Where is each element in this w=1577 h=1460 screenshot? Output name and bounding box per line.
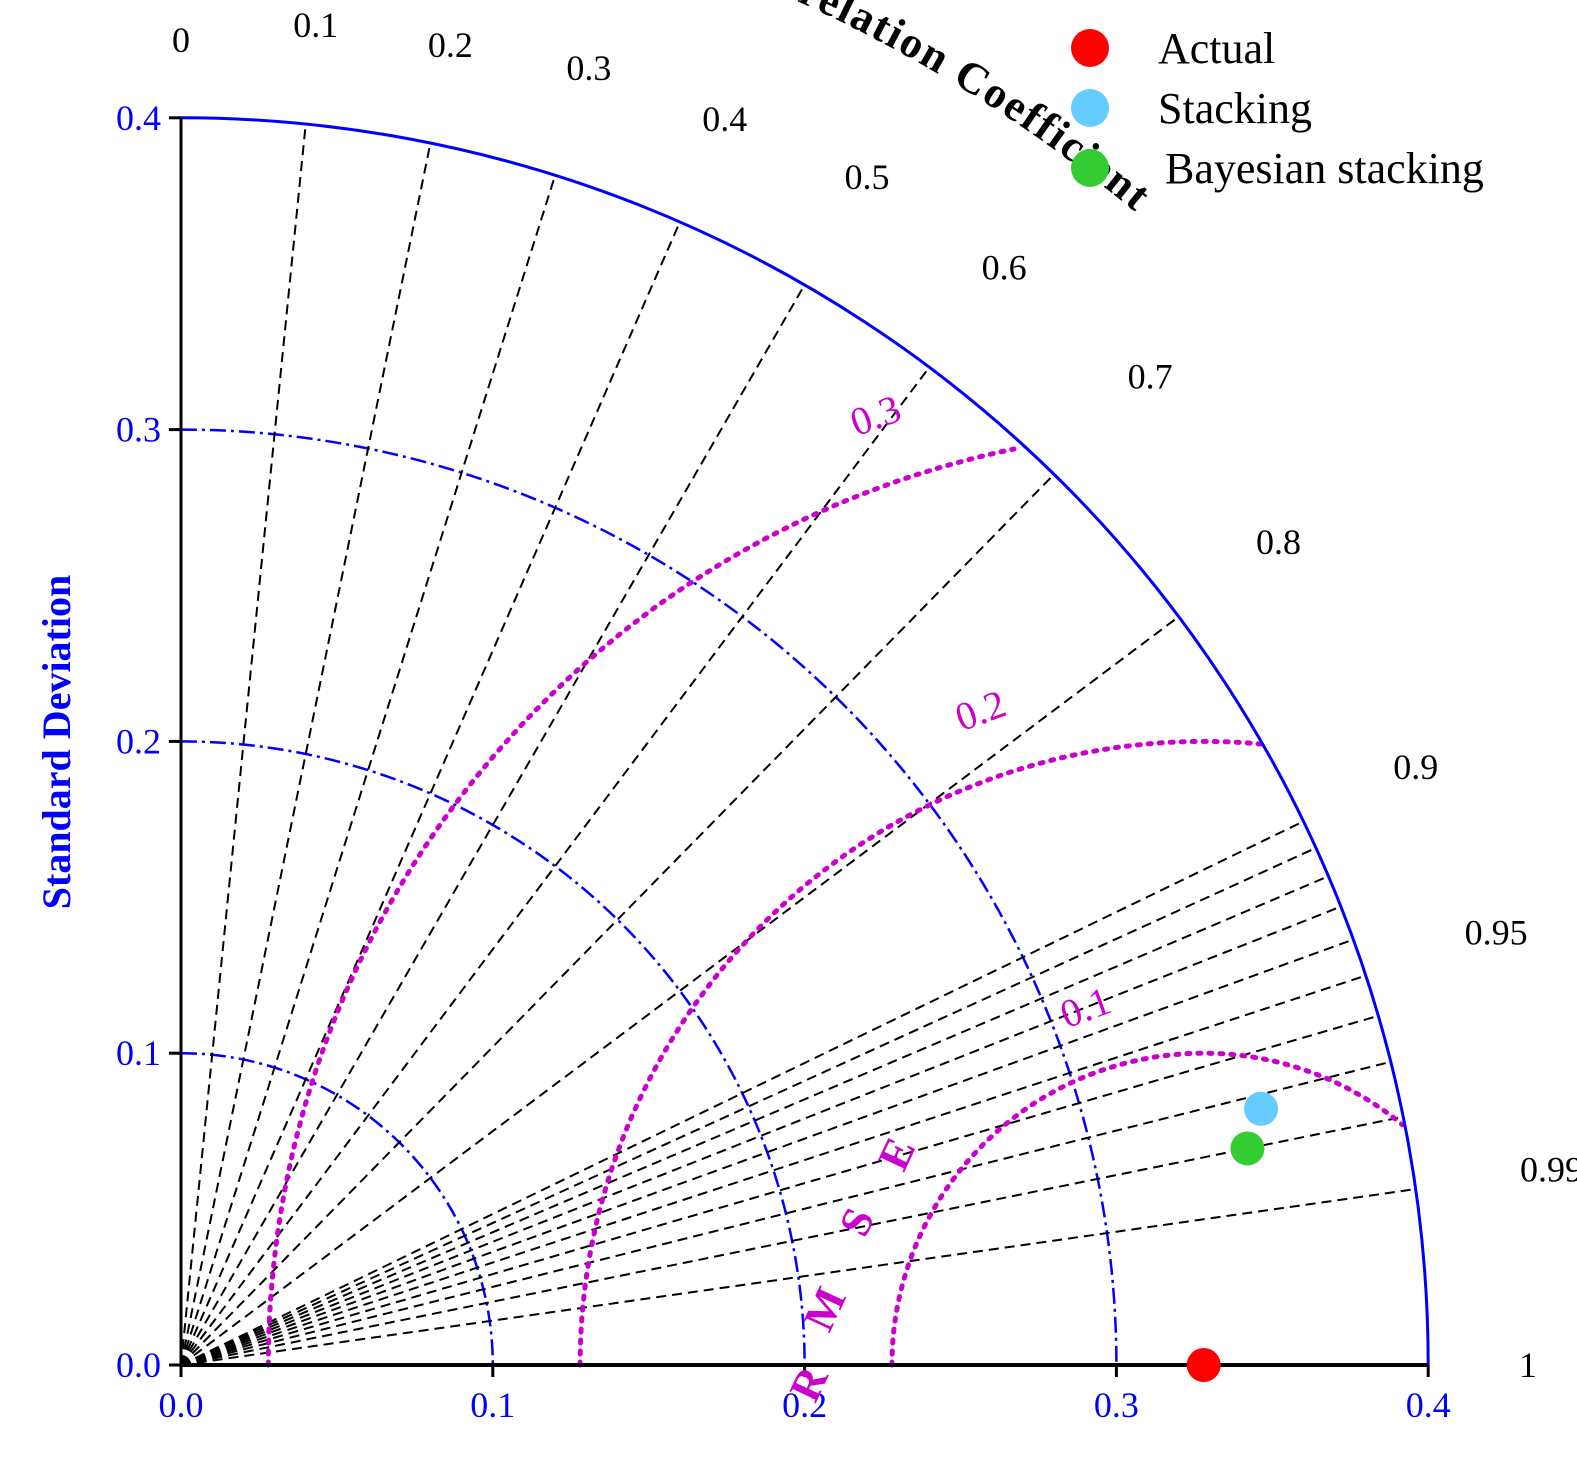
- corr-tick-label-0: 0: [172, 20, 190, 60]
- legend-label-bayesian-stacking: Bayesian stacking: [1165, 144, 1484, 193]
- corr-line-0-8: [180, 615, 1180, 1366]
- points-layer: [1186, 1091, 1279, 1382]
- corr-line-0-96: [180, 1014, 1379, 1366]
- point-bayesian-stacking: [1230, 1131, 1265, 1166]
- y-tick-label-0-2: 0.2: [116, 721, 161, 761]
- grid-layer: [180, 123, 1416, 1368]
- corr-line-0-95: [180, 974, 1367, 1366]
- corr-line-0-93: [180, 905, 1342, 1366]
- y-axis-title: Standard Deviation: [34, 575, 79, 910]
- corr-tick-label-0-7: 0.7: [1128, 356, 1173, 396]
- y-tick-label-0-3: 0.3: [116, 410, 161, 450]
- corr-tick-label-0-2: 0.2: [428, 25, 473, 65]
- x-tick-label-0-3: 0.3: [1094, 1385, 1139, 1425]
- corr-tick-label-0-99: 0.99: [1520, 1150, 1577, 1190]
- std-arc-0-3: [180, 428, 1118, 1366]
- axes-layer: [169, 116, 1430, 1377]
- rmse-contour-0-3: [265, 446, 1017, 1368]
- rmse-title-letter: E: [868, 1130, 925, 1177]
- std-arc-0-2: [180, 740, 806, 1366]
- x-tick-label-0-2: 0.2: [782, 1385, 827, 1425]
- rmse-label-0-2: 0.2: [949, 681, 1011, 740]
- labels-layer: 0.00.0 0.1 0.1 0.2 0.2 0.3 0.3 0.4 0.4 0 0.1 0.2 0.3…: [34, 0, 1577, 1425]
- corr-line-0-91: [180, 846, 1317, 1366]
- corr-tick-label-0-6: 0.6: [982, 247, 1027, 287]
- corr-line-0-6: [180, 366, 931, 1366]
- corr-tick-label-0-3: 0.3: [566, 48, 611, 88]
- x-tick-label-0-0: 0.0: [159, 1385, 204, 1425]
- y-tick-label-0-4: 0.4: [116, 98, 161, 138]
- corr-tick-label-0-1: 0.1: [293, 5, 338, 45]
- rmse-contour-0-2: [577, 738, 1265, 1368]
- corr-tick-label-0-4: 0.4: [702, 99, 747, 139]
- corr-tick-label-0-95: 0.95: [1465, 913, 1528, 953]
- x-tick-label-0-4: 0.4: [1406, 1385, 1451, 1425]
- y-tick-label-0-0: 0.0: [116, 1345, 161, 1385]
- corr-tick-label-0-9: 0.9: [1393, 747, 1438, 787]
- point-actual: [1186, 1348, 1221, 1382]
- x-tick-label-0-1: 0.1: [470, 1385, 515, 1425]
- legend-marker-actual: [1071, 29, 1109, 67]
- legend: Actual Stacking Bayesian stacking: [1071, 24, 1484, 193]
- rmse-label-0-3: 0.3: [844, 386, 906, 445]
- legend-label-actual: Actual: [1158, 24, 1275, 73]
- rmse-contour-0-1: [889, 1050, 1405, 1368]
- corr-line-0-3: [180, 174, 557, 1366]
- rmse-title-letter: S: [829, 1200, 884, 1243]
- legend-label-stacking: Stacking: [1158, 84, 1312, 133]
- corr-tick-label-0-8: 0.8: [1256, 522, 1301, 562]
- legend-marker-bayesian-stacking: [1071, 149, 1109, 187]
- corr-tick-label-0-5: 0.5: [844, 157, 889, 197]
- point-stacking: [1244, 1091, 1279, 1126]
- legend-marker-stacking: [1071, 89, 1109, 127]
- outer-arc: [180, 116, 1430, 1366]
- y-tick-label-0-1: 0.1: [116, 1033, 161, 1073]
- std-arc-0-1: [180, 1051, 495, 1366]
- corr-title-path: [723, 0, 1399, 495]
- corr-tick-label-1: 1: [1519, 1345, 1537, 1385]
